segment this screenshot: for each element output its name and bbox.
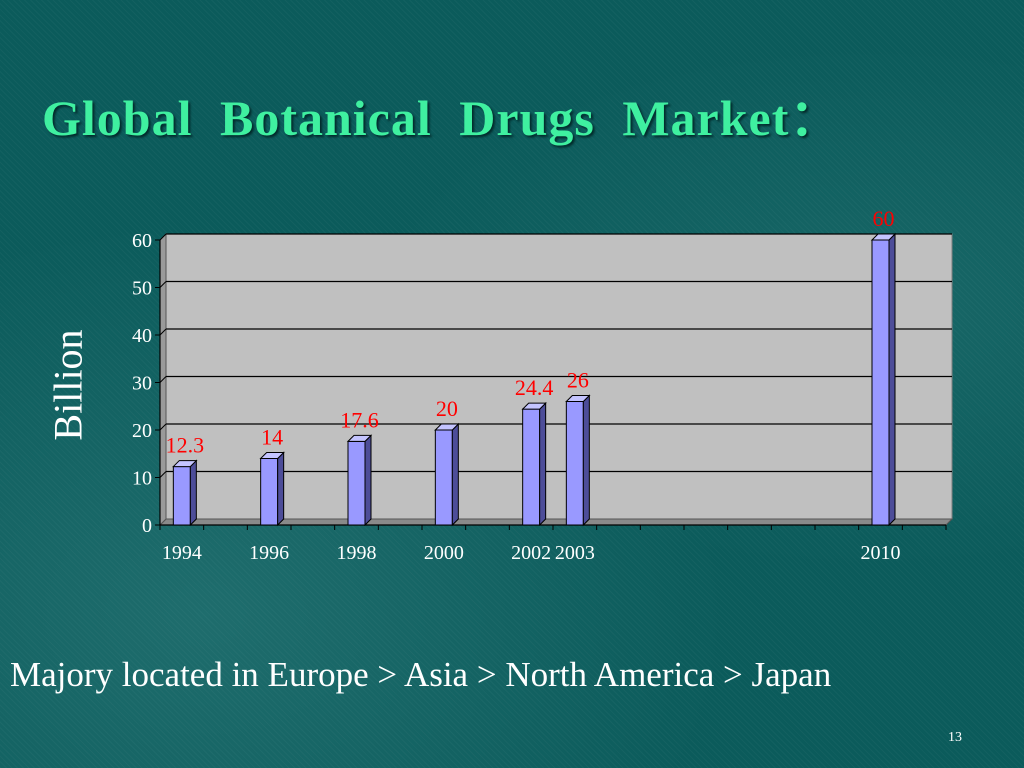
gridline-depth [159, 328, 167, 336]
x-tick-label: 1994 [162, 542, 202, 564]
bar [565, 394, 591, 527]
bar-top [434, 423, 460, 431]
y-tick-label: 50 [132, 278, 152, 300]
bar-top [172, 460, 198, 468]
page-number: 13 [948, 730, 962, 745]
slide-caption: Majory located in Europe > Asia > North … [10, 655, 832, 694]
gridline-depth [159, 233, 167, 241]
slide-title: Global Botanical Drugs Market： [42, 90, 841, 146]
y-tick-label: 10 [132, 468, 152, 490]
bar-front [434, 429, 453, 526]
bar [346, 434, 373, 527]
data-label: 26 [567, 368, 589, 393]
data-label: 20 [436, 396, 458, 421]
y-axis-label: Billion [45, 329, 91, 441]
x-tick-label: 2000 [424, 542, 464, 564]
bar-side [582, 394, 590, 527]
gridline-depth [159, 423, 167, 431]
bar-front [565, 401, 584, 526]
bar-side [539, 401, 547, 527]
bar-side [364, 434, 372, 527]
bar-side [451, 422, 459, 527]
bar-side [888, 232, 896, 527]
y-tick-label: 40 [132, 325, 152, 347]
x-tick-label: 2002 [511, 542, 551, 564]
y-tick-label: 20 [132, 420, 152, 442]
bar-front [871, 239, 890, 526]
bar-side [277, 451, 285, 527]
bar [434, 422, 460, 527]
bar-top [521, 402, 547, 410]
data-label: 24.4 [515, 375, 554, 400]
data-label: 12.3 [166, 433, 205, 458]
x-tick-label: 1996 [249, 542, 289, 564]
bar-side [189, 459, 197, 527]
x-tick-label: 2003 [555, 542, 595, 564]
data-label: 17.6 [340, 407, 379, 432]
bar-top [259, 452, 285, 459]
bar-front [522, 408, 541, 526]
bar [870, 232, 897, 527]
bar-top [346, 434, 373, 442]
y-tick-label: 0 [142, 515, 152, 537]
y-tick-label: 30 [132, 373, 152, 395]
bar-front [347, 440, 366, 526]
data-label: 14 [261, 425, 283, 450]
bar-top [565, 395, 591, 402]
data-label: 60 [873, 206, 895, 231]
x-tick-label: 2010 [861, 542, 901, 564]
gridline-depth [159, 376, 167, 383]
bar-front [172, 466, 191, 526]
bar [172, 459, 198, 527]
y-tick-label: 60 [132, 230, 152, 252]
bar-front [260, 458, 279, 526]
bar [521, 401, 547, 527]
gridline-depth [159, 281, 167, 288]
x-tick-label: 1998 [337, 542, 377, 564]
gridline-depth [159, 471, 167, 478]
bar-top [870, 233, 897, 241]
bar [259, 451, 285, 527]
